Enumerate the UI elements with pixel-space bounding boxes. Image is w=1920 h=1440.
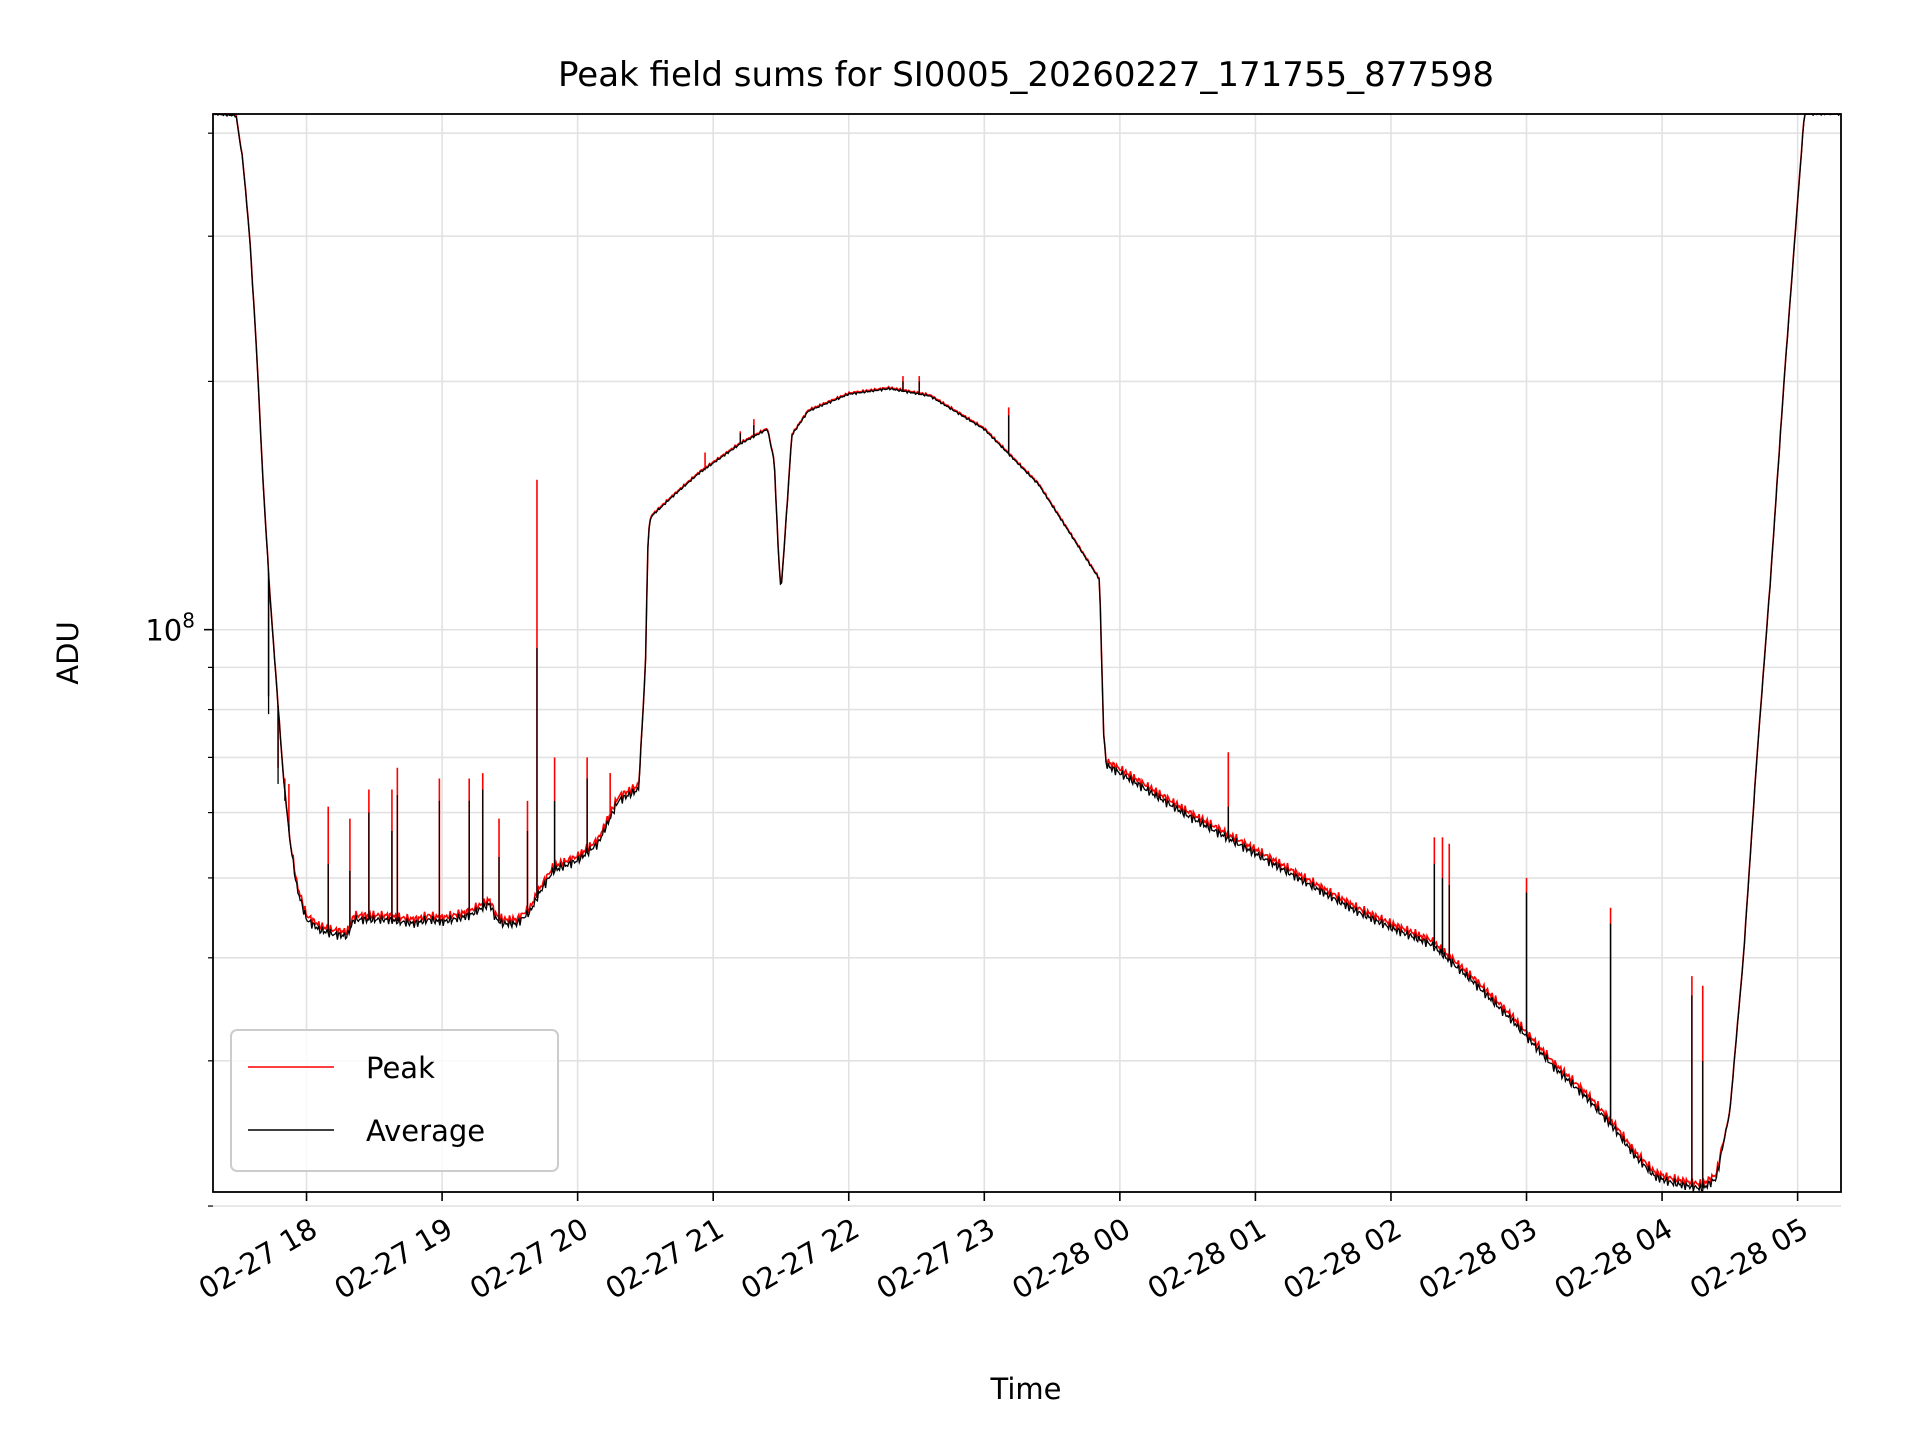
legend-peak-label: Peak [366, 1051, 435, 1085]
legend-box [230, 1029, 559, 1172]
y-axis-label: ADU [51, 621, 85, 684]
grid [213, 114, 1841, 1207]
y-axis: 108 [145, 132, 213, 1207]
legend-average-label: Average [366, 1114, 485, 1148]
average-line [212, 113, 1841, 1193]
y-tick-label: 108 [145, 609, 195, 648]
x-axis-label: Time [990, 1372, 1062, 1406]
chart-title: Peak field sums for SI0005_20260227_1717… [558, 55, 1494, 95]
plot-frame [212, 113, 1842, 1193]
legend: Peak Average [230, 1029, 559, 1172]
average-series [212, 113, 1841, 1193]
